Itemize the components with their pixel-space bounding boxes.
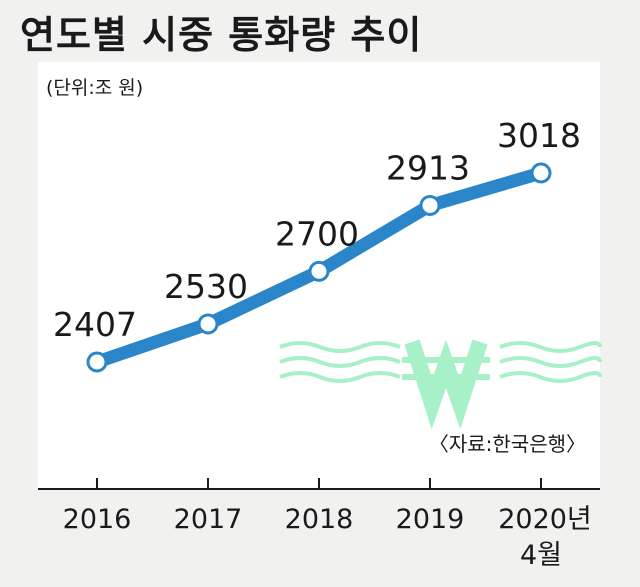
won-symbol-with-waves-icon — [279, 339, 602, 430]
x-tick-sublabel-2020년: 4월 — [520, 540, 562, 571]
x-tick-label-2016: 2016 — [63, 504, 132, 535]
wave-top-left-icon — [279, 341, 401, 353]
source-label: 〈자료:한국은행〉 — [429, 432, 586, 456]
x-tick-label-2018: 2018 — [285, 504, 354, 535]
wave-bottom-right-icon — [499, 371, 602, 383]
data-label-2016: 2407 — [53, 305, 137, 344]
x-tick-label-2017: 2017 — [174, 504, 243, 535]
data-point-2019 — [419, 194, 441, 216]
data-point-2016 — [86, 351, 108, 373]
data-point-2018 — [308, 260, 330, 282]
x-tick-label-2020년: 2020년 — [498, 504, 592, 535]
x-tick-label-2019: 2019 — [396, 504, 465, 535]
wave-mid-right-icon — [499, 356, 602, 368]
data-point-2017 — [197, 313, 219, 335]
data-label-2018: 2700 — [275, 214, 359, 253]
wave-top-right-icon — [499, 341, 602, 353]
data-label-2020년: 3018 — [497, 116, 581, 155]
wave-mid-left-icon — [279, 356, 401, 368]
chart-title: 연도별 시중 통화량 추이 — [20, 13, 423, 57]
wave-bottom-left-icon — [279, 371, 401, 383]
data-label-2019: 2913 — [386, 148, 470, 187]
unit-label: (단위:조 원) — [46, 77, 143, 99]
won-glyph-icon — [404, 339, 488, 430]
data-point-2020년 — [530, 162, 552, 184]
data-label-2017: 2530 — [164, 267, 248, 306]
